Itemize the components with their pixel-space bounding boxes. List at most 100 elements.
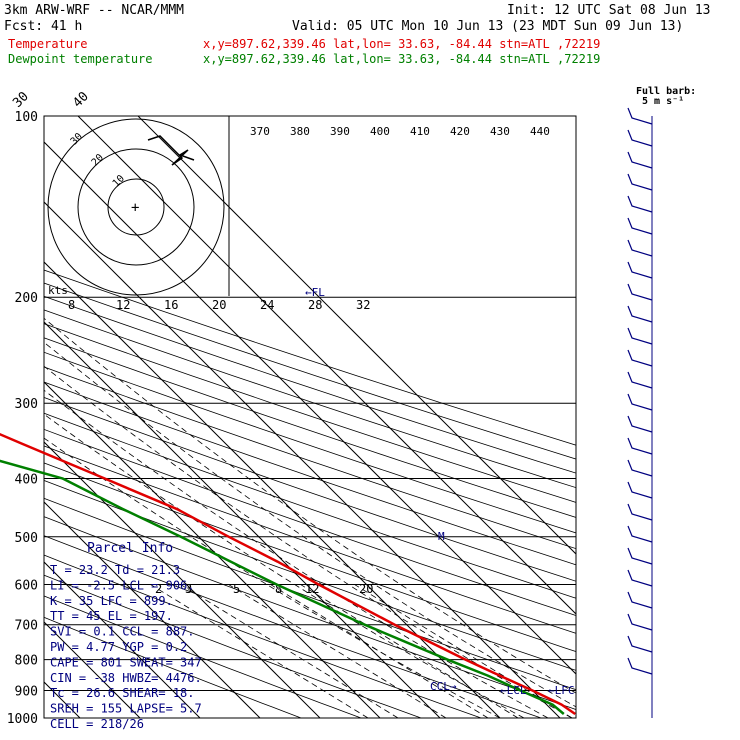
hodograph-speed-label-32: 32 bbox=[356, 298, 370, 312]
hodograph-ring-2 bbox=[47, 118, 225, 296]
isotherm--50 bbox=[44, 621, 141, 718]
isotherm-20 bbox=[44, 201, 561, 718]
init-time: Init: 12 UTC Sat 08 Jun 13 bbox=[507, 3, 711, 18]
mixing-ratio-label-8: 8 bbox=[275, 582, 282, 596]
pressure-label-1000: 1000 bbox=[7, 712, 38, 727]
hodograph: +10 20 30 kts bbox=[47, 116, 230, 297]
lcl-marker: ←LCL bbox=[500, 684, 527, 697]
wind-barb-25 bbox=[627, 657, 653, 675]
moist-adiabats bbox=[44, 317, 576, 718]
isotherm--20 bbox=[44, 441, 321, 718]
parcel-info-row-1: LI = -2.5 LCL = 906. bbox=[50, 578, 195, 592]
hodograph-ring-label-10: 10 bbox=[111, 173, 127, 189]
mixing-ratio-3 bbox=[180, 584, 399, 718]
hodograph-ring-1 bbox=[77, 148, 195, 266]
dry-adiabat-410 bbox=[44, 337, 576, 518]
wind-barb-20 bbox=[627, 547, 653, 565]
sounding-profiles: ←LCL ←LFC CCL→ M bbox=[0, 432, 576, 716]
pressure-label-300: 300 bbox=[15, 397, 38, 412]
wind-barb-legend-line2: 5 m s⁻¹ bbox=[642, 96, 684, 107]
dry-adiabat-420 bbox=[44, 323, 576, 503]
isotherm-label-40: 40 bbox=[70, 89, 92, 111]
dry-adiabat-400 bbox=[44, 351, 576, 534]
dry-adiabat-270 bbox=[44, 574, 423, 718]
dry-adiabat-290 bbox=[44, 535, 543, 718]
theta-label-420: 420 bbox=[450, 125, 470, 138]
parcel-info-title: Parcel Info bbox=[87, 541, 173, 556]
wind-barb-19 bbox=[627, 525, 653, 543]
theta-label-430: 430 bbox=[490, 125, 510, 138]
theta-label-400: 400 bbox=[370, 125, 390, 138]
pressure-label-400: 400 bbox=[15, 472, 38, 487]
wind-barb-13 bbox=[627, 393, 653, 411]
mixing-ratio-5 bbox=[228, 584, 447, 718]
wind-barb-2 bbox=[627, 151, 653, 169]
hodograph-speed-label-16: 16 bbox=[164, 298, 178, 312]
parcel-info-row-5: PW = 4.77 YGP = 0.2 bbox=[50, 640, 187, 654]
hodograph-ring-0 bbox=[107, 178, 165, 236]
wind-barb-14 bbox=[627, 415, 653, 433]
hodograph-ring-label-20: 20 bbox=[90, 152, 106, 168]
wind-barb-15 bbox=[627, 437, 653, 455]
moist-adiabat-22 bbox=[44, 365, 573, 718]
dry-adiabat-370 bbox=[44, 397, 576, 582]
wind-barb-7 bbox=[627, 261, 653, 279]
parcel-info-row-4: SVI = 0.1 CCL = 887. bbox=[50, 625, 195, 639]
isotherm--30 bbox=[44, 501, 261, 718]
wind-barb-21 bbox=[627, 569, 653, 587]
isotherms bbox=[44, 116, 576, 718]
wind-barb-4 bbox=[627, 195, 653, 213]
pressure-label-100: 100 bbox=[15, 110, 38, 125]
pressure-label-500: 500 bbox=[15, 531, 38, 546]
wind-barb-24 bbox=[627, 635, 653, 653]
isotherm--40 bbox=[44, 561, 201, 718]
wind-barb-5 bbox=[627, 217, 653, 235]
hodograph-units: kts bbox=[48, 284, 68, 297]
moist-adiabat-14 bbox=[44, 413, 525, 718]
legend-dewpoint-name: Dewpoint temperature bbox=[8, 52, 153, 66]
mixing-ratio-label-20: 20 bbox=[359, 582, 373, 596]
parcel-info-box: Parcel Info T = 23.2 Td = 21.3LI = -2.5 … bbox=[50, 541, 202, 731]
wind-barb-12 bbox=[627, 371, 653, 389]
moist-adiabat-26 bbox=[44, 341, 576, 708]
wind-barb-8 bbox=[627, 283, 653, 301]
wind-barb-10 bbox=[627, 327, 653, 345]
pressure-label-200: 200 bbox=[15, 291, 38, 306]
mixing-ratio-label-5: 5 bbox=[233, 582, 240, 596]
wind-barb-16 bbox=[627, 459, 653, 477]
dry-adiabat-310 bbox=[44, 497, 576, 691]
moist-adiabat-30 bbox=[44, 317, 576, 694]
profile-dewpoint-temperature bbox=[0, 459, 565, 715]
wind-barb-11 bbox=[627, 349, 653, 367]
parcel-info-row-2: K = 35 LFC = 899. bbox=[50, 594, 173, 608]
diagram-grid bbox=[43, 115, 577, 719]
mixing-ratio-label-12: 12 bbox=[305, 582, 319, 596]
valid-time: Valid: 05 UTC Mon 10 Jun 13 (23 MDT Sun … bbox=[292, 19, 683, 34]
isotherm-50 bbox=[137, 116, 576, 555]
wind-barb-0 bbox=[627, 107, 653, 125]
mixing-ratio-20 bbox=[354, 584, 573, 718]
pressure-label-800: 800 bbox=[15, 654, 38, 669]
hodograph-origin-icon: + bbox=[131, 200, 139, 216]
parcel-info-row-8: Tc = 26.6 SHEAR= 18. bbox=[50, 686, 195, 700]
wind-barb-3 bbox=[627, 173, 653, 191]
dry-adiabat-360 bbox=[44, 412, 576, 599]
wind-barb-1 bbox=[627, 129, 653, 147]
mixing-ratio-12 bbox=[300, 584, 519, 718]
dry-adiabat-320 bbox=[44, 479, 576, 671]
parcel-info-row-7: CIN = -38 HWBZ= 4476. bbox=[50, 671, 202, 685]
legend-temperature-name: Temperature bbox=[8, 37, 87, 51]
wind-barb-17 bbox=[627, 481, 653, 499]
isotherm-10 bbox=[44, 261, 501, 718]
ccl-marker: CCL→ bbox=[430, 680, 457, 693]
pressure-label-600: 600 bbox=[15, 578, 38, 593]
mixing-ratio-label-2: 2 bbox=[155, 582, 162, 596]
wind-barb-23 bbox=[627, 613, 653, 631]
forecast-hour: Fcst: 41 h bbox=[4, 19, 82, 34]
model-title: 3km ARW-WRF -- NCAR/MMM bbox=[4, 3, 184, 18]
wind-barb-legend-line1: Full barb: bbox=[636, 86, 696, 97]
dry-adiabat-260 bbox=[44, 595, 363, 718]
hodograph-ring-label-30: 30 bbox=[69, 131, 85, 147]
moist-adiabat-18 bbox=[44, 389, 549, 718]
